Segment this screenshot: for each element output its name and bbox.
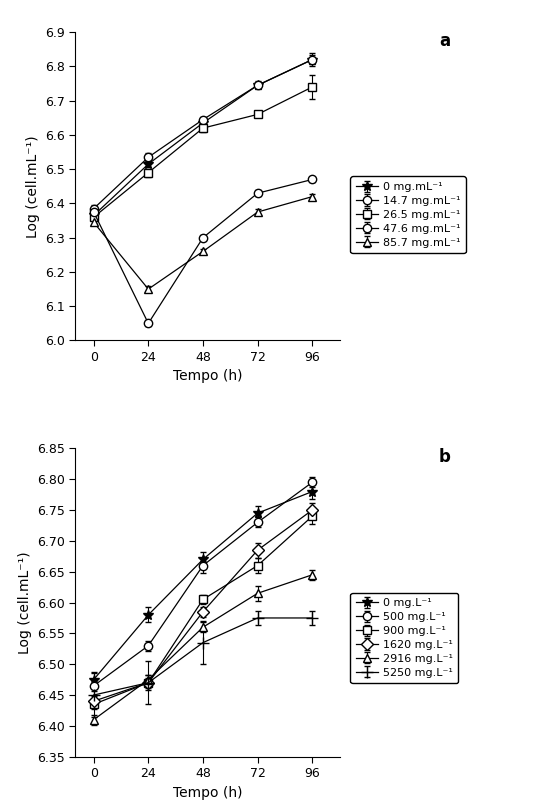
Legend: 0 mg.L⁻¹, 500 mg.L⁻¹, 900 mg.L⁻¹, 1620 mg.L⁻¹, 2916 mg.L⁻¹, 5250 mg.L⁻¹: 0 mg.L⁻¹, 500 mg.L⁻¹, 900 mg.L⁻¹, 1620 m… [350, 592, 458, 683]
Legend: 0 mg.mL⁻¹, 14.7 mg.mL⁻¹, 26.5 mg.mL⁻¹, 47.6 mg.mL⁻¹, 85.7 mg.mL⁻¹: 0 mg.mL⁻¹, 14.7 mg.mL⁻¹, 26.5 mg.mL⁻¹, 4… [350, 176, 466, 253]
Text: a: a [439, 32, 451, 50]
Y-axis label: Log (cell.mL⁻¹): Log (cell.mL⁻¹) [18, 551, 32, 654]
X-axis label: Tempo (h): Tempo (h) [173, 369, 242, 383]
Y-axis label: Log (cell.mL⁻¹): Log (cell.mL⁻¹) [26, 135, 39, 237]
Text: b: b [439, 448, 451, 466]
X-axis label: Tempo (h): Tempo (h) [173, 786, 242, 799]
